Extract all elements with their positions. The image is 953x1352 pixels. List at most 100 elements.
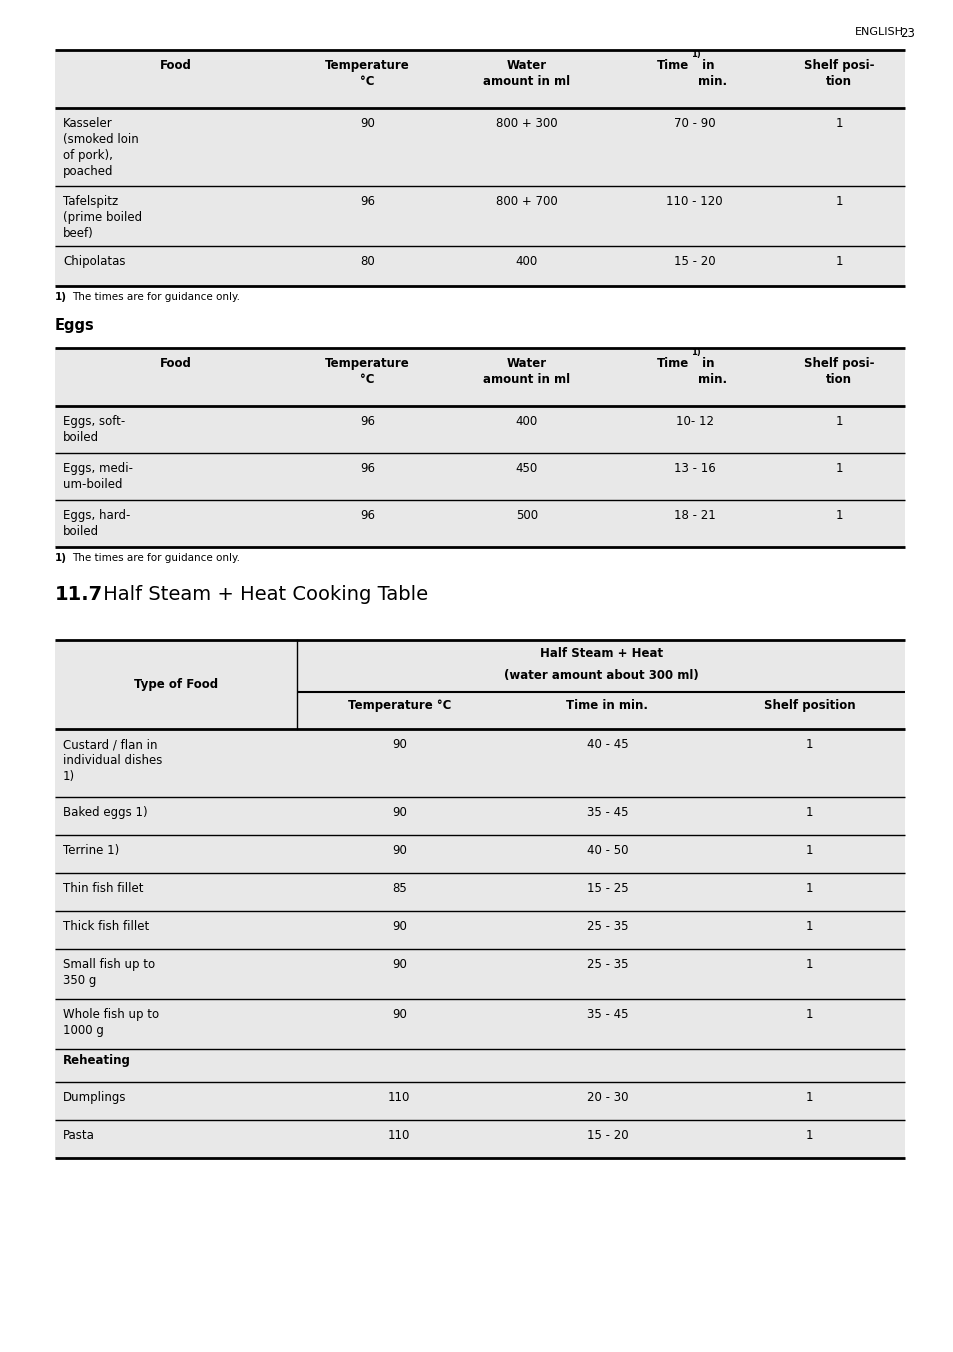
Text: Type of Food: Type of Food (134, 677, 218, 691)
Text: 20 - 30: 20 - 30 (586, 1091, 628, 1105)
Bar (55, 729, 904, 796)
Text: 13 - 16: 13 - 16 (673, 462, 715, 475)
Text: Half Steam + Heat Cooking Table: Half Steam + Heat Cooking Table (97, 585, 428, 604)
Bar (55, 500, 904, 548)
Text: 1): 1) (55, 553, 67, 562)
Text: Food: Food (160, 357, 192, 370)
Text: 10- 12: 10- 12 (675, 415, 713, 429)
Text: 1: 1 (804, 1091, 812, 1105)
Text: 1): 1) (690, 347, 700, 357)
Text: 90: 90 (392, 919, 406, 933)
Text: 90: 90 (392, 1009, 406, 1021)
Text: 400: 400 (515, 415, 537, 429)
Text: Custard / flan in
individual dishes
1): Custard / flan in individual dishes 1) (63, 738, 162, 783)
Text: Eggs, soft-
boiled: Eggs, soft- boiled (63, 415, 125, 443)
Text: Time in min.: Time in min. (566, 699, 648, 713)
Bar (55, 911, 904, 949)
Text: 25 - 35: 25 - 35 (586, 919, 628, 933)
Text: Water
amount in ml: Water amount in ml (482, 357, 570, 387)
Bar (55, 246, 904, 287)
Text: 23: 23 (900, 27, 914, 41)
Text: 90: 90 (392, 959, 406, 971)
Text: 1: 1 (804, 806, 812, 819)
Text: 90: 90 (392, 738, 406, 750)
Text: (water amount about 300 ml): (water amount about 300 ml) (503, 669, 698, 681)
Text: 40 - 50: 40 - 50 (586, 844, 628, 857)
Text: Kasseler
(smoked loin
of pork),
poached: Kasseler (smoked loin of pork), poached (63, 118, 138, 178)
Text: Small fish up to
350 g: Small fish up to 350 g (63, 959, 155, 987)
Text: in
min.: in min. (697, 59, 726, 88)
Text: Half Steam + Heat: Half Steam + Heat (539, 648, 662, 660)
Text: 15 - 20: 15 - 20 (673, 256, 715, 268)
Text: Reheating: Reheating (63, 1055, 131, 1067)
Text: 1: 1 (804, 738, 812, 750)
Text: 1: 1 (835, 118, 842, 130)
Text: 96: 96 (359, 415, 375, 429)
Bar (55, 50, 904, 108)
Text: 800 + 300: 800 + 300 (496, 118, 557, 130)
Text: 15 - 20: 15 - 20 (586, 1129, 628, 1142)
Text: 90: 90 (392, 806, 406, 819)
Text: Shelf posi-
tion: Shelf posi- tion (803, 357, 874, 387)
Text: ENGLISH: ENGLISH (854, 27, 903, 37)
Text: 400: 400 (515, 256, 537, 268)
Text: 1: 1 (835, 415, 842, 429)
Bar (55, 836, 904, 873)
Text: 1: 1 (804, 882, 812, 895)
Text: 500: 500 (516, 508, 537, 522)
Bar (55, 639, 904, 692)
Text: Tafelspitz
(prime boiled
beef): Tafelspitz (prime boiled beef) (63, 195, 142, 241)
Bar (55, 949, 904, 999)
Text: 90: 90 (392, 844, 406, 857)
Text: 1: 1 (804, 1009, 812, 1021)
Text: 80: 80 (359, 256, 375, 268)
Text: Temperature
°C: Temperature °C (325, 59, 410, 88)
Text: Baked eggs 1): Baked eggs 1) (63, 806, 148, 819)
Text: Thin fish fillet: Thin fish fillet (63, 882, 143, 895)
Text: 1: 1 (835, 195, 842, 208)
Text: 25 - 35: 25 - 35 (586, 959, 628, 971)
Text: 11.7: 11.7 (55, 585, 103, 604)
Text: 96: 96 (359, 462, 375, 475)
Text: Temperature
°C: Temperature °C (325, 357, 410, 387)
Bar (55, 692, 904, 729)
Text: Chipolatas: Chipolatas (63, 256, 126, 268)
Text: Temperature °C: Temperature °C (347, 699, 451, 713)
Text: 1: 1 (804, 844, 812, 857)
Text: 800 + 700: 800 + 700 (496, 195, 558, 208)
Text: 1): 1) (690, 50, 700, 59)
Bar (55, 347, 904, 406)
Text: Thick fish fillet: Thick fish fillet (63, 919, 149, 933)
Text: 1: 1 (835, 462, 842, 475)
Text: Dumplings: Dumplings (63, 1091, 127, 1105)
Text: 70 - 90: 70 - 90 (673, 118, 715, 130)
Text: Eggs, medi-
um-boiled: Eggs, medi- um-boiled (63, 462, 132, 491)
Text: 1: 1 (804, 1129, 812, 1142)
Text: 15 - 25: 15 - 25 (586, 882, 628, 895)
Bar (55, 1049, 904, 1082)
Text: 85: 85 (392, 882, 406, 895)
Text: Eggs: Eggs (55, 318, 94, 333)
Bar (55, 1119, 904, 1159)
Text: 110: 110 (388, 1091, 410, 1105)
Text: 96: 96 (359, 508, 375, 522)
Text: Terrine 1): Terrine 1) (63, 844, 119, 857)
Text: 1): 1) (55, 292, 67, 301)
Text: 35 - 45: 35 - 45 (586, 1009, 628, 1021)
Text: 1: 1 (804, 959, 812, 971)
Bar (55, 453, 904, 500)
Text: 1: 1 (835, 256, 842, 268)
Text: Shelf posi-
tion: Shelf posi- tion (803, 59, 874, 88)
Text: Time: Time (657, 59, 689, 72)
Text: 18 - 21: 18 - 21 (673, 508, 715, 522)
Bar (55, 796, 904, 836)
Text: 35 - 45: 35 - 45 (586, 806, 628, 819)
Text: Water
amount in ml: Water amount in ml (482, 59, 570, 88)
Text: Pasta: Pasta (63, 1129, 94, 1142)
Text: Time: Time (657, 357, 689, 370)
Text: The times are for guidance only.: The times are for guidance only. (71, 292, 240, 301)
Bar (55, 108, 904, 187)
Text: 96: 96 (359, 195, 375, 208)
Text: in
min.: in min. (697, 357, 726, 387)
Bar (55, 999, 904, 1049)
